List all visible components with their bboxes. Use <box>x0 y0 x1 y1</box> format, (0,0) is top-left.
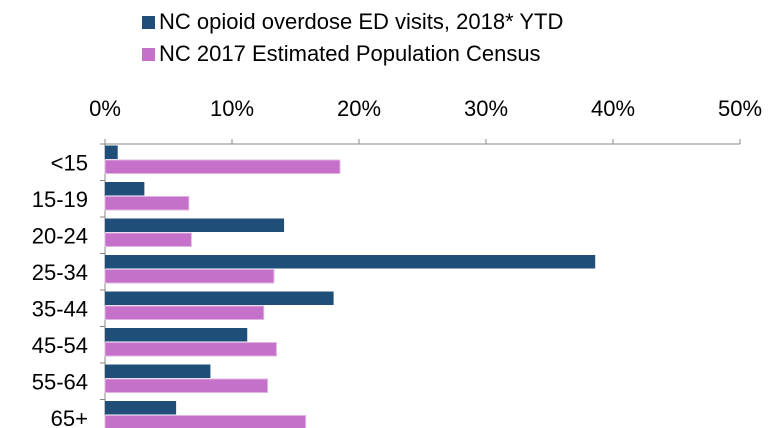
bar-ed-visits <box>105 364 211 378</box>
bar-population <box>104 232 192 247</box>
bar-ed-visits <box>105 182 145 196</box>
x-tick-label: 0% <box>89 96 121 121</box>
bar-ed-visits <box>105 218 285 232</box>
bar-population <box>104 305 265 320</box>
bar-population <box>104 415 307 428</box>
y-tick-label: 35-44 <box>32 296 88 321</box>
bar-population <box>104 378 269 393</box>
y-tick-label: 15-19 <box>32 187 88 212</box>
chart-legend: NC opioid overdose ED visits, 2018* YTD … <box>142 6 563 70</box>
y-tick-label: <15 <box>51 150 88 175</box>
x-tick-label: 20% <box>337 96 381 121</box>
y-tick-label: 55-64 <box>32 369 88 394</box>
y-tick-label: 45-54 <box>32 333 88 358</box>
bar-ed-visits <box>105 255 596 269</box>
legend-label-population: NC 2017 Estimated Population Census <box>159 41 541 66</box>
bar-population <box>104 196 190 211</box>
x-tick-label: 50% <box>718 96 762 121</box>
bar-population <box>104 159 341 174</box>
y-tick-label: 65+ <box>51 406 88 428</box>
bar-ed-visits <box>105 145 118 159</box>
x-tick-label: 30% <box>464 96 508 121</box>
bar-ed-visits <box>105 291 334 305</box>
legend-label-ed-visits: NC opioid overdose ED visits, 2018* YTD <box>159 9 564 34</box>
legend-item-population: NC 2017 Estimated Population Census <box>142 38 563 70</box>
bar-population <box>104 342 277 357</box>
x-tick-label: 10% <box>210 96 254 121</box>
y-tick-label: 25-34 <box>32 260 88 285</box>
bar-population <box>104 269 275 284</box>
y-tick-label: 20-24 <box>32 223 88 248</box>
bar-ed-visits <box>105 401 177 415</box>
legend-item-ed-visits: NC opioid overdose ED visits, 2018* YTD <box>142 6 563 38</box>
legend-swatch-population <box>142 47 155 61</box>
x-tick-label: 40% <box>591 96 635 121</box>
legend-swatch-ed-visits <box>142 15 155 29</box>
bar-ed-visits <box>105 328 248 342</box>
